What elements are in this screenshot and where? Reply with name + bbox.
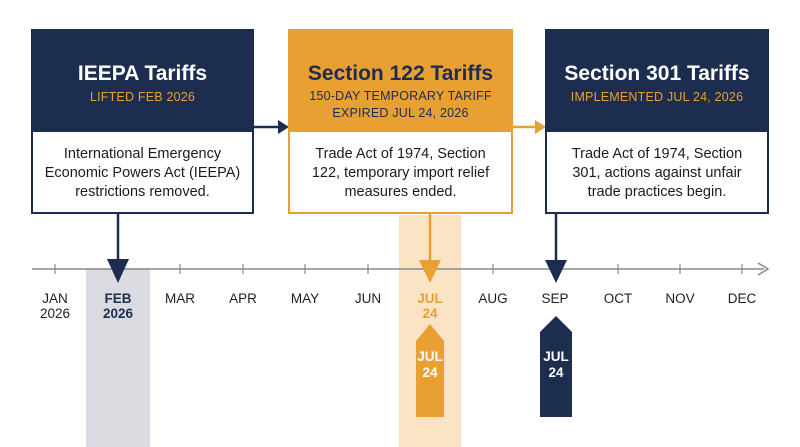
card-3-body-line: Trade Act of 1974, Section [571, 146, 743, 162]
navy-marker-label: JUL 24 [543, 349, 569, 380]
card-3-subtitle: IMPLEMENTED JUL 24, 2026 [570, 90, 744, 104]
ieepa-down-arrow [107, 213, 129, 283]
card-3-body-line: 301, actions against unfair [572, 165, 742, 181]
card-1-header-bg [32, 30, 253, 132]
card-2-body-line: measures ended. [344, 184, 457, 200]
month-label-jul: JUL 24 [417, 291, 443, 321]
card-2-subtitle-line-1: 150-DAY TEMPORARY TARIFF [309, 89, 492, 103]
card-3-header-bg [546, 30, 768, 132]
timeline-axis-arrowhead [757, 262, 770, 276]
card-1-body: International Emergency Economic Powers … [34, 145, 251, 202]
card-1-title: IEEPA Tariffs [77, 62, 208, 85]
month-label-oct: OCT [603, 291, 633, 306]
month-label-dec: DEC [727, 291, 757, 306]
card-1-header: IEEPA Tariffs LIFTED FEB 2026 [32, 30, 253, 132]
card-2-header-bg [289, 30, 512, 132]
section122-down-arrow [419, 213, 441, 283]
card-1-subtitle: LIFTED FEB 2026 [89, 90, 196, 104]
month-label-apr: APR [229, 291, 257, 306]
connector-arrow-1 [253, 120, 289, 134]
card-2-header: Section 122 Tariffs 150-DAY TEMPORARY TA… [289, 30, 512, 132]
month-label-sep: SEP [541, 291, 569, 306]
month-label-nov: NOV [665, 291, 695, 306]
section301-down-arrow [545, 213, 567, 283]
month-label-aug: AUG [478, 291, 508, 306]
card-2-body-line: 122, temporary import relief [311, 165, 490, 181]
gold-marker-label: JUL 24 [417, 349, 443, 380]
card-3-body-line: trade practices begin. [587, 184, 727, 200]
month-label-jun: JUN [354, 291, 382, 306]
connector-arrow-2 [512, 120, 546, 134]
card-2-subtitle-line-2: EXPIRED JUL 24, 2026 [332, 106, 469, 120]
card-2-body: Trade Act of 1974, Section 122, temporar… [291, 145, 510, 202]
gold-marker-shape [416, 324, 444, 417]
card-1-body-line: Economic Powers Act (IEEPA) [44, 165, 241, 181]
card-3-title: Section 301 Tariffs [564, 62, 750, 85]
month-label-may: MAY [290, 291, 320, 306]
card-2-body-line: Trade Act of 1974, Section [315, 146, 486, 162]
month-label-jan: JAN 2026 [39, 291, 71, 321]
navy-marker-shape [540, 316, 572, 417]
month-label-feb: FEB 2026 [102, 291, 134, 321]
feb-highlight-band [86, 268, 150, 447]
card-1-body-line: restrictions removed. [75, 184, 210, 200]
timeline-ticks [54, 264, 743, 274]
month-label-mar: MAR [165, 291, 195, 306]
card-1-body-line: International Emergency [63, 146, 222, 162]
card-3-header: Section 301 Tariffs IMPLEMENTED JUL 24, … [546, 30, 768, 132]
card-2-title: Section 122 Tariffs [307, 62, 494, 85]
card-3-body: Trade Act of 1974, Section 301, actions … [548, 145, 766, 202]
